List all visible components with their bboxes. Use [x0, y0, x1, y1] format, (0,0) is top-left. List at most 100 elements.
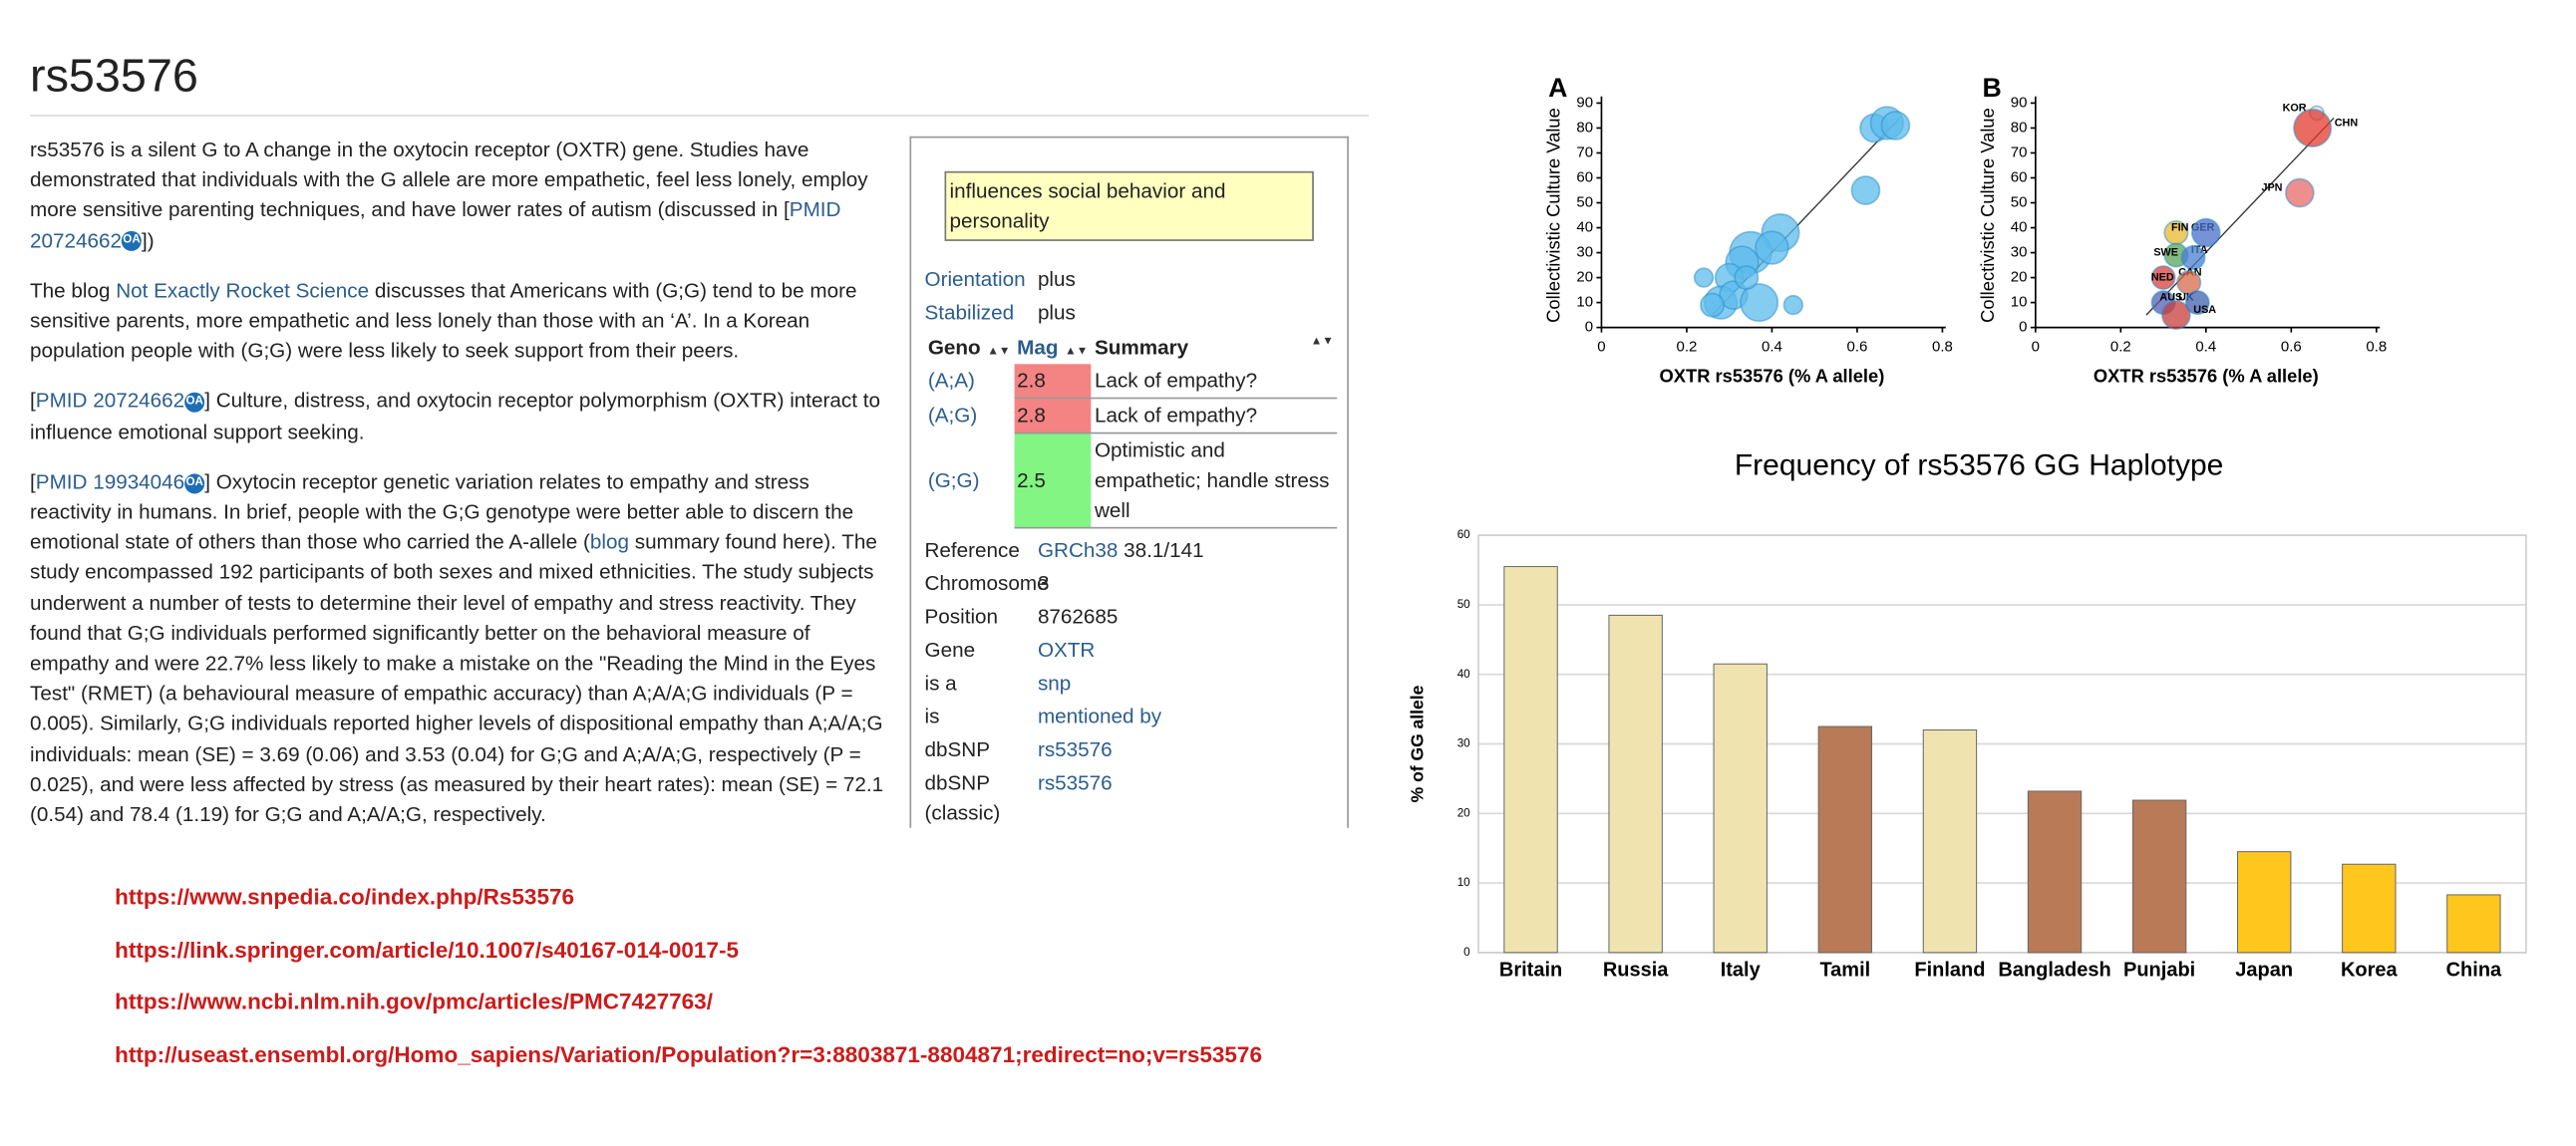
text: rs53576 is a silent G to A change in the… [30, 138, 868, 222]
sort-arrows: ▲▼ [987, 345, 1011, 358]
x-axis-label: OXTR rs53576 (% A allele) [2093, 366, 2319, 387]
x-tick-label: Punjabi [2123, 959, 2195, 981]
details: Reference GRCh38 38.1/141 Chromosome 3 Posit… [925, 535, 1334, 828]
genotype[interactable]: (A;A) [927, 369, 975, 394]
y-tick-label: 0 [1585, 319, 1593, 336]
y-tick-label: 10 [1576, 294, 1593, 311]
article: rs53576 is a silent G to A change in the… [30, 135, 886, 850]
summary: Optimistic and empathetic; handle stress… [1091, 432, 1338, 529]
property-label: Orientation [924, 267, 1026, 291]
bubble [1734, 265, 1760, 291]
property-row: Reference GRCh38 38.1/141 [925, 535, 1334, 565]
link[interactable]: PMID 20724662 [30, 198, 841, 252]
column-header[interactable]: Mag ▲▼ [1014, 331, 1092, 364]
link[interactable]: PMID 20724662 [35, 390, 185, 414]
text: ] Oxytocin receptor genetic variation re… [30, 469, 854, 554]
source-link[interactable]: https://link.springer.com/article/10.100… [115, 937, 740, 963]
x-tick-label: Korea [2341, 959, 2399, 981]
bar [1817, 725, 1873, 954]
bar [2342, 863, 2397, 954]
genotype[interactable]: (A;G) [927, 404, 978, 428]
y-tick-label: 50 [1457, 598, 1470, 611]
bar [2027, 790, 2083, 954]
panel-letter: A [1548, 73, 1567, 103]
property-label: Stabilized [924, 300, 1015, 325]
sort-arrows: ▲▼ [1310, 335, 1334, 348]
y-tick-label: 50 [2011, 193, 2028, 210]
y-tick-label: 20 [1457, 806, 1470, 819]
y-tick-label: 30 [1457, 737, 1470, 750]
y-tick-label: 80 [1576, 119, 1593, 136]
text: plus [1037, 300, 1076, 325]
summary: Lack of empathy? [1091, 398, 1338, 434]
x-tick-label: China [2446, 959, 2502, 981]
oa-badge: OA [184, 472, 205, 493]
point-label: KOR [2283, 102, 2307, 114]
infobox: influences social behavior and personali… [909, 136, 1349, 828]
text: 3 [1037, 571, 1050, 596]
paragraph: The blog Not Exactly Rocket Science disc… [30, 276, 886, 367]
link[interactable]: snp [1037, 671, 1072, 696]
bubble [2150, 265, 2176, 291]
genotype-row: (A;A) 2.8 Lack of empathy? [925, 364, 1338, 400]
header-text: Summary [1094, 335, 1189, 360]
y-tick-label: 20 [2011, 269, 2028, 286]
x-tick-label: Italy [1721, 959, 1762, 981]
point-label: JPN [2261, 181, 2282, 193]
summary: Lack of empathy? [1091, 364, 1338, 400]
paragraph: [PMID 20724662OA] Culture, distress, and… [30, 387, 886, 447]
column-header[interactable]: Summary ▲▼ [1092, 331, 1338, 364]
text: 8762685 [1037, 605, 1119, 629]
text: [ [30, 390, 36, 414]
column-header[interactable]: Geno ▲▼ [925, 331, 1014, 364]
link[interactable]: Not Exactly Rocket Science [116, 278, 370, 303]
y-tick-label: 50 [1576, 193, 1593, 210]
bubble [1850, 175, 1881, 205]
point-label: NED [2151, 271, 2174, 283]
link[interactable]: OXTR [1037, 638, 1096, 662]
genotype[interactable]: (G;G) [927, 468, 980, 492]
chart-title: Frequency of rs53576 GG Haplotype [1735, 449, 2224, 482]
link[interactable]: rs53576 [1037, 737, 1113, 762]
property-value: 3 [1038, 569, 1050, 599]
sources: https://www.snpedia.co/index.php/Rs53576… [115, 884, 1262, 1093]
point-label: FIN [2171, 221, 2189, 233]
bar [2237, 851, 2292, 954]
bubble [2184, 290, 2210, 316]
link[interactable]: PMID 19934046 [35, 469, 185, 494]
source-link[interactable]: https://www.ncbi.nlm.nih.gov/pmc/article… [115, 989, 713, 1014]
properties: Orientation plus Stabilized plus [925, 264, 1334, 327]
link[interactable]: GRCh38 [1037, 538, 1119, 562]
bubble [1880, 111, 1911, 141]
y-tick-label: 0 [2019, 319, 2027, 336]
y-axis-label: % of GG allele [1408, 685, 1428, 802]
point-label: CHN [2335, 117, 2359, 129]
summary-box: influences social behavior and personali… [944, 170, 1314, 241]
property-row: Stabilized plus [925, 298, 1334, 328]
property-row: Orientation plus [925, 264, 1334, 294]
bubble [2190, 217, 2221, 248]
genotype-row: (G;G) 2.5 Optimistic and empathetic; handl… [925, 432, 1338, 529]
bar [2131, 799, 2187, 954]
link[interactable]: rs53576 [1037, 771, 1113, 795]
text: plus [1037, 267, 1076, 291]
bubble [1740, 283, 1779, 323]
source-link[interactable]: https://www.snpedia.co/index.php/Rs53576 [115, 884, 575, 910]
x-tick-label: 0 [1597, 339, 1605, 356]
link[interactable]: blog [589, 530, 629, 554]
property-label: Chromosome [924, 571, 1049, 596]
link[interactable]: mentioned by [1037, 705, 1162, 728]
text: [ [30, 469, 36, 494]
y-tick-label: 30 [1576, 244, 1593, 261]
bar [1608, 614, 1663, 954]
property-row: is mentioned by [925, 702, 1334, 731]
y-tick-label: 20 [1576, 269, 1593, 286]
property-row: Gene OXTR [925, 635, 1334, 665]
trend-line [2145, 117, 2335, 316]
y-tick-label: 10 [2011, 294, 2028, 311]
text: The blog [30, 278, 117, 303]
x-tick-label: 0.6 [1846, 339, 1867, 356]
property-row: Position 8762685 [925, 602, 1334, 632]
source-link[interactable]: http://useast.ensembl.org/Homo_sapiens/V… [115, 1041, 1262, 1067]
